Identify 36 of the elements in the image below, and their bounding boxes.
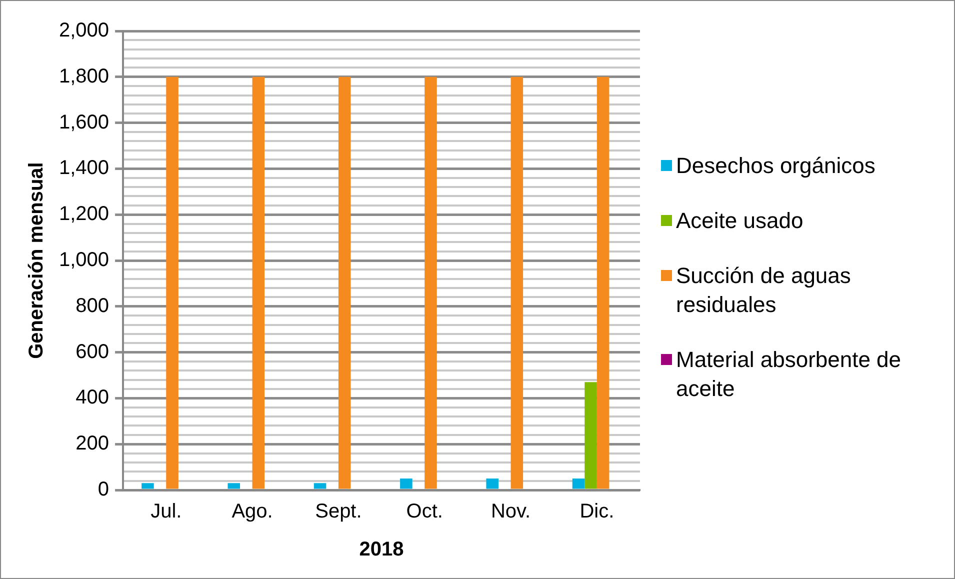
x-tick-label: Nov.	[490, 500, 531, 523]
legend-label: Aceite usado	[676, 207, 804, 235]
bar	[400, 478, 412, 489]
y-tick-label: 200	[76, 432, 110, 455]
x-tick-label: Oct.	[406, 500, 443, 523]
y-tick-label: 600	[76, 340, 110, 363]
bar	[142, 483, 154, 489]
x-tick-label: Jul.	[150, 500, 182, 523]
y-tick-label: 1,200	[58, 203, 110, 226]
y-tick-label: 1,600	[58, 111, 110, 134]
bar	[486, 478, 498, 489]
bar	[166, 76, 178, 489]
legend-label: Material absorbente de aceite	[676, 346, 902, 403]
y-tick-label: 1,800	[58, 65, 110, 88]
y-axis-title: Generación mensual	[26, 162, 48, 359]
bar	[510, 76, 524, 489]
bar	[228, 483, 240, 489]
x-tick-label: Dic.	[580, 500, 614, 523]
legend-label: Desechos orgánicos	[676, 152, 876, 180]
x-axis-title: 2018	[359, 538, 404, 561]
bar	[584, 382, 597, 489]
y-tick-label: 0	[98, 478, 110, 501]
y-tick-label: 1,400	[58, 157, 110, 180]
y-tick-label: 400	[76, 386, 110, 409]
bar	[252, 76, 265, 489]
x-tick-label: Sept.	[315, 500, 362, 523]
y-tick-label: 2,000	[58, 20, 110, 42]
bar	[572, 478, 585, 489]
y-tick-label: 800	[76, 294, 110, 317]
bar	[424, 76, 437, 489]
y-tick-label: 1,000	[58, 249, 110, 272]
legend-label: Succión de aguas residuales	[676, 262, 852, 319]
bar	[338, 76, 351, 489]
x-tick-label: Ago.	[232, 500, 273, 523]
bar	[596, 76, 610, 489]
bar	[314, 483, 326, 489]
